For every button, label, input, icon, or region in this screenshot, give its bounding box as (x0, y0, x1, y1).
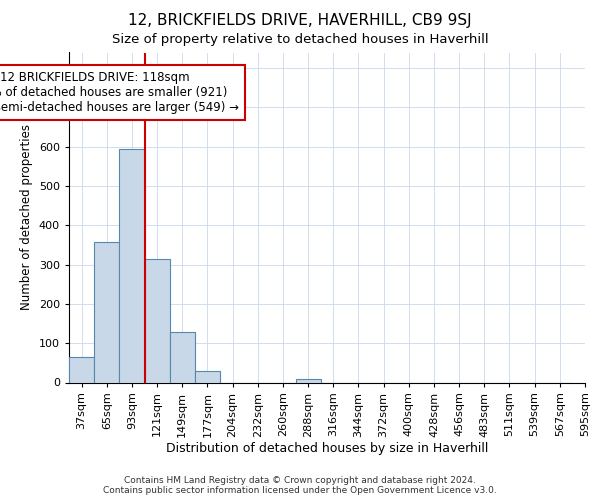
Bar (119, 149, 145, 382)
Bar (94, 242, 119, 382)
Bar (69, 357, 94, 382)
Bar (195, 370, 220, 382)
Bar (145, 259, 170, 382)
Y-axis label: Number of detached properties: Number of detached properties (20, 124, 33, 310)
Text: Contains HM Land Registry data © Crown copyright and database right 2024.
Contai: Contains HM Land Registry data © Crown c… (103, 476, 497, 495)
Text: 12 BRICKFIELDS DRIVE: 118sqm
← 62% of detached houses are smaller (921)
37% of s: 12 BRICKFIELDS DRIVE: 118sqm ← 62% of de… (0, 71, 239, 114)
X-axis label: Distribution of detached houses by size in Haverhill: Distribution of detached houses by size … (166, 442, 488, 455)
Text: 12, BRICKFIELDS DRIVE, HAVERHILL, CB9 9SJ: 12, BRICKFIELDS DRIVE, HAVERHILL, CB9 9S… (128, 12, 472, 28)
Bar (296, 378, 321, 382)
Text: Size of property relative to detached houses in Haverhill: Size of property relative to detached ho… (112, 32, 488, 46)
Bar (170, 332, 195, 382)
